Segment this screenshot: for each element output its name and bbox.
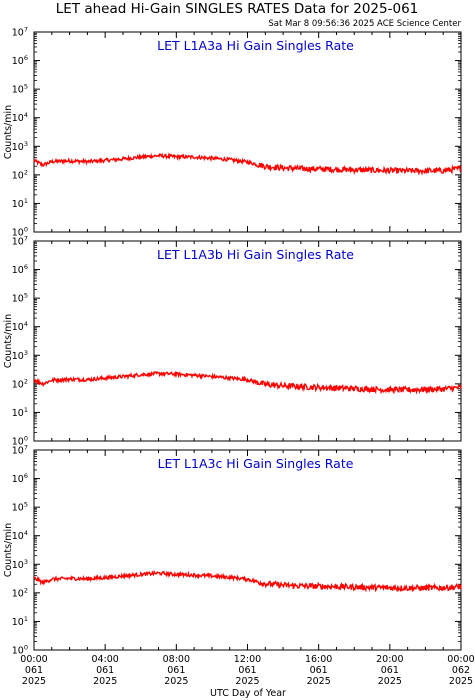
panel-label: LET L1A3a Hi Gain Singles Rate — [157, 38, 354, 53]
y-tick-label: 100 — [12, 644, 28, 657]
panel-2: 100 101 102 103 104 105 106 107 Counts/min LET L1… — [3, 235, 462, 448]
panel-3: 100 101 102 103 104 105 106 107 Counts/min LET L1… — [3, 444, 462, 657]
y-tick-label: 101 — [12, 197, 28, 210]
y-tick-label: 101 — [12, 406, 28, 419]
y-tick-label: 104 — [12, 111, 28, 124]
y-tick-label: 107 — [12, 444, 28, 457]
plot-frame — [33, 449, 462, 651]
y-tick-label: 105 — [12, 292, 28, 305]
y-tick-label: 105 — [12, 83, 28, 96]
timestamp: Sat Mar 8 09:56:36 2025 ACE Science Cent… — [268, 19, 461, 29]
x-axis-ticks: 00:00 061 2025 04:00 061 2025 08:00 061 2025 12:0… — [20, 654, 474, 687]
y-tick-label: 107 — [12, 235, 28, 248]
series-line — [33, 569, 462, 593]
plot-frame — [33, 240, 462, 442]
series-line — [33, 152, 462, 176]
x-tick-label: 16:00 061 2025 — [305, 654, 332, 687]
y-tick-label: 106 — [12, 263, 28, 276]
y-tick-label: 102 — [12, 377, 28, 390]
x-tick-label: 20:00 061 2025 — [376, 654, 403, 687]
x-tick-label: 04:00 061 2025 — [91, 654, 118, 687]
y-tick-label: 106 — [12, 54, 28, 67]
y-tick-label: 107 — [12, 26, 28, 39]
y-tick-label: 105 — [12, 501, 28, 514]
y-axis-label: Counts/min — [3, 314, 14, 368]
panels: 100 101 102 103 104 105 106 107 Counts/min LET L1… — [3, 26, 462, 657]
x-tick-label: 00:00 061 2025 — [20, 654, 47, 687]
y-tick-label: 103 — [12, 558, 28, 571]
y-tick-label: 106 — [12, 472, 28, 485]
chart-title: LET ahead Hi-Gain SINGLES RATES Data for… — [56, 1, 419, 17]
y-tick-label: 102 — [12, 586, 28, 599]
y-tick-label: 100 — [12, 435, 28, 448]
series-line — [33, 370, 462, 395]
x-tick-label: 00:00 062 2025 — [447, 654, 474, 687]
x-tick-label: 12:00 061 2025 — [234, 654, 261, 687]
panel-1: 100 101 102 103 104 105 106 107 Counts/min LET L1… — [3, 26, 462, 239]
y-tick-label: 102 — [12, 168, 28, 181]
plot-frame — [33, 31, 462, 233]
y-tick-label: 104 — [12, 529, 28, 542]
y-tick-label: 100 — [12, 226, 28, 239]
y-axis-label: Counts/min — [3, 523, 14, 577]
y-tick-label: 101 — [12, 615, 28, 628]
y-axis-label: Counts/min — [3, 105, 14, 159]
y-tick-label: 103 — [12, 140, 28, 153]
y-tick-label: 103 — [12, 349, 28, 362]
y-tick-label: 104 — [12, 320, 28, 333]
x-tick-label: 08:00 061 2025 — [163, 654, 190, 687]
x-axis-label: UTC Day of Year — [210, 688, 286, 699]
panel-label: LET L1A3b Hi Gain Singles Rate — [157, 247, 354, 262]
panel-label: LET L1A3c Hi Gain Singles Rate — [158, 456, 354, 471]
